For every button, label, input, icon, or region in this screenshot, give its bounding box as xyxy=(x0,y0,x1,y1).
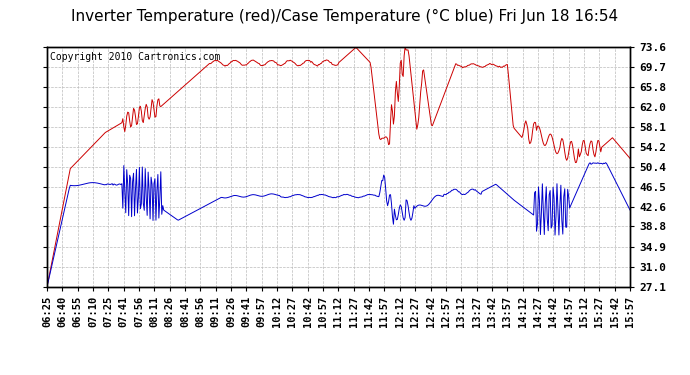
Text: Inverter Temperature (red)/Case Temperature (°C blue) Fri Jun 18 16:54: Inverter Temperature (red)/Case Temperat… xyxy=(72,9,618,24)
Text: Copyright 2010 Cartronics.com: Copyright 2010 Cartronics.com xyxy=(50,52,220,62)
